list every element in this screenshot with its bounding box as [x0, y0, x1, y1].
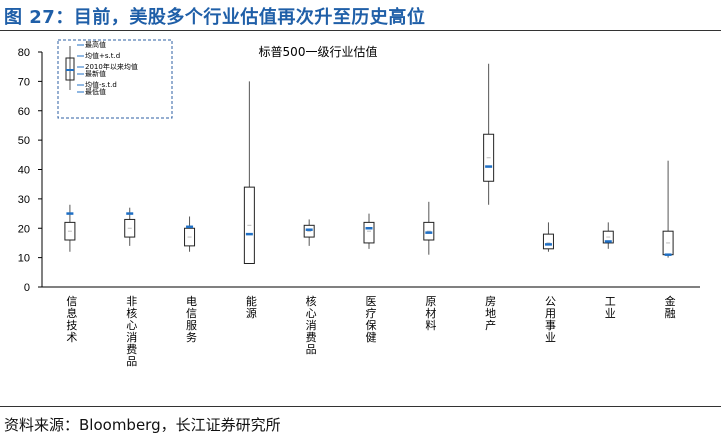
category-label-char: 原: [425, 295, 436, 308]
category-label-char: 公: [545, 295, 556, 308]
boxes-layer: [64, 63, 674, 264]
category-label-char: 医: [366, 295, 377, 308]
box-11: [662, 160, 674, 258]
box-body: [363, 221, 375, 244]
category-label-char: 融: [665, 307, 676, 320]
category-label-char: 房: [485, 295, 496, 308]
category-label-char: 核: [306, 294, 317, 308]
y-tick-label: 0: [24, 282, 30, 294]
box-2: [124, 207, 136, 246]
category-label-char: 业: [545, 331, 556, 344]
category-label-char: 务: [186, 331, 197, 344]
category-label-char: 材: [425, 306, 436, 320]
category-label-char: 心: [306, 307, 317, 320]
category-label-char: 费: [306, 331, 317, 344]
category-label-char: 料: [425, 318, 436, 332]
y-tick-label: 10: [18, 253, 30, 265]
category-label-char: 金: [665, 294, 676, 308]
category-label-char: 事: [545, 319, 556, 332]
legend-entry: 均值+s.t.d: [85, 51, 120, 60]
box-10: [602, 222, 614, 249]
category-label-char: 消: [126, 330, 137, 344]
y-tick-label: 30: [18, 194, 30, 206]
legend-entry: 2010年以来均值: [85, 62, 138, 71]
top-rule: [0, 30, 721, 31]
category-label-char: 消: [306, 318, 317, 332]
category-label-char: 疗: [366, 306, 377, 320]
box-4: [243, 81, 255, 264]
legend-entry: 最新值: [85, 69, 106, 78]
chart-axes: 0 10 20 30 40 50 60 70 80: [18, 47, 700, 294]
category-label-char: 健: [366, 331, 377, 344]
category-label-char: 心: [126, 319, 137, 332]
category-label-char: 业: [605, 307, 616, 320]
bottom-rule: [0, 406, 721, 407]
box-8: [483, 63, 495, 205]
box-5: [303, 219, 315, 246]
category-label-char: 息: [66, 306, 77, 320]
category-label-char: 术: [66, 331, 77, 344]
category-label-char: 地: [485, 307, 496, 320]
y-tick-label: 50: [18, 135, 30, 147]
category-label-char: 产: [485, 318, 496, 332]
y-tick-label: 80: [18, 47, 30, 59]
category-label-char: 核: [126, 306, 137, 320]
legend-entry: 最高值: [85, 40, 106, 49]
category-label-char: 服: [186, 319, 197, 332]
figure-title: 图 27：目前，美股多个行业估值再次升至历史高位: [4, 7, 426, 28]
y-tick-label: 40: [18, 165, 30, 177]
chart-title: 标普500一级行业估值: [259, 44, 378, 59]
legend-entry: 均值-s.t.d: [85, 80, 117, 89]
box-1: [64, 204, 76, 252]
box-7: [423, 201, 435, 255]
category-label-char: 用: [545, 307, 556, 320]
y-tick-label: 60: [18, 106, 30, 118]
category-label-char: 费: [126, 343, 137, 356]
box-9: [542, 222, 554, 252]
category-label-char: 品: [306, 343, 317, 356]
category-label-char: 技: [66, 319, 77, 332]
box-3: [184, 216, 196, 252]
box-body: [542, 233, 554, 250]
category-label-char: 电: [186, 295, 197, 308]
category-label-char: 源: [246, 306, 257, 320]
category-label-char: 非: [126, 295, 137, 308]
source-note: 资料来源：Bloomberg，长江证券研究所: [4, 416, 281, 434]
y-tick-label: 20: [18, 223, 30, 235]
category-label-char: 信: [186, 307, 197, 320]
box-6: [363, 213, 375, 249]
y-tick-label: 70: [18, 76, 30, 88]
category-label-char: 能: [246, 294, 257, 308]
legend-entry: 最低值: [85, 87, 106, 96]
category-label-char: 工: [605, 295, 616, 308]
category-label-char: 保: [366, 318, 377, 332]
legend-frame: [57, 39, 173, 119]
category-label-char: 品: [126, 355, 137, 368]
category-label-char: 信: [66, 295, 77, 308]
